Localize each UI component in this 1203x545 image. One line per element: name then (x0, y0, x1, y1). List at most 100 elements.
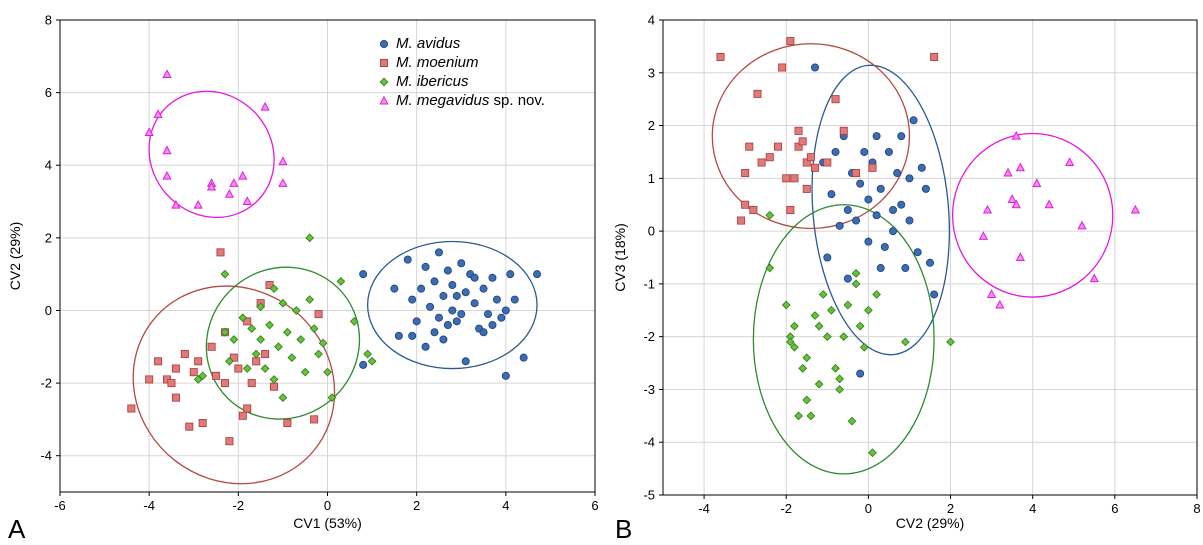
point-ibericus (269, 375, 279, 384)
point-avidus (872, 211, 881, 220)
point-ibericus (790, 342, 799, 352)
point-avidus (856, 369, 865, 378)
point-megavidus (986, 289, 997, 298)
point-avidus (412, 317, 421, 326)
panel-label: B (615, 514, 632, 544)
point-ibericus (835, 385, 844, 394)
panel-label: A (8, 514, 26, 544)
legend-name: M. megavidus (396, 92, 490, 109)
point-ibericus (327, 393, 337, 402)
point-moenium (794, 142, 803, 151)
point-megavidus (1065, 157, 1075, 166)
point-ibericus (802, 353, 812, 363)
y-tick-label: 2 (648, 118, 655, 133)
point-moenium (782, 174, 791, 183)
point-avidus (492, 295, 501, 304)
point-megavidus (1130, 204, 1141, 214)
point-ibericus (798, 363, 808, 373)
confidence-ellipse (711, 43, 911, 230)
x-tick-label: -2 (233, 498, 245, 513)
point-megavidus (379, 95, 389, 105)
point-ibericus (242, 364, 252, 373)
point-moenium (154, 357, 163, 366)
point-ibericus (785, 337, 795, 347)
y-tick-label: -4 (40, 448, 52, 463)
point-megavidus (162, 69, 172, 78)
point-moenium (379, 59, 388, 68)
point-avidus (905, 174, 914, 183)
point-avidus (901, 264, 910, 273)
legend-suffix: sp. nov. (489, 92, 545, 109)
point-moenium (314, 310, 323, 319)
point-megavidus (229, 178, 239, 187)
point-avidus (860, 147, 869, 156)
point-ibericus (868, 448, 877, 458)
point-avidus (479, 328, 488, 337)
point-moenium (798, 137, 807, 146)
point-avidus (823, 253, 832, 262)
point-ibericus (309, 324, 319, 333)
point-avidus (533, 270, 542, 279)
point-ibericus (229, 335, 239, 344)
point-avidus (872, 132, 881, 141)
point-avidus (359, 270, 368, 279)
point-avidus (810, 63, 819, 72)
point-ibericus (790, 321, 799, 331)
point-ibericus (225, 356, 234, 366)
point-moenium (831, 95, 840, 104)
series-group (978, 130, 1141, 309)
point-ibericus (363, 349, 372, 359)
series-group (765, 210, 955, 458)
point-ibericus (283, 327, 292, 337)
series-group (193, 233, 377, 402)
point-ibericus (305, 233, 315, 243)
point-moenium (806, 153, 815, 162)
y-tick-label: 3 (648, 65, 655, 80)
point-megavidus (206, 181, 217, 191)
confidence-ellipse (132, 285, 336, 485)
point-moenium (786, 37, 795, 46)
point-avidus (488, 320, 497, 329)
point-moenium (171, 364, 180, 373)
point-avidus (439, 291, 448, 300)
point-avidus (448, 306, 457, 315)
chart-panel-B: -4 -2 0 2 4 6 8 -5 -4 -3 -2 -1 0 1 2 3 4 CV2 (29%) CV3 (18… (612, 13, 1201, 545)
point-moenium (167, 379, 176, 388)
point-avidus (452, 317, 461, 326)
confidence-ellipse (752, 204, 935, 475)
series-group (144, 69, 288, 209)
y-tick-label: -3 (643, 382, 655, 397)
point-megavidus (278, 156, 288, 166)
point-moenium (220, 379, 229, 388)
y-tick-label: 0 (648, 224, 655, 239)
point-moenium (765, 153, 774, 162)
point-avidus (913, 248, 922, 257)
point-moenium (741, 169, 750, 178)
point-ibericus (765, 210, 775, 220)
point-moenium (216, 248, 225, 257)
point-ibericus (851, 279, 861, 289)
point-moenium (802, 158, 811, 167)
point-ibericus (810, 311, 820, 320)
point-moenium (839, 126, 848, 135)
point-megavidus (1015, 252, 1025, 261)
point-moenium (212, 371, 221, 380)
point-ibericus (349, 316, 359, 326)
point-ibericus (305, 295, 315, 304)
point-moenium (265, 281, 274, 290)
point-moenium (238, 411, 247, 420)
point-avidus (864, 195, 873, 204)
confidence-ellipse (951, 132, 1114, 298)
point-avidus (506, 270, 515, 279)
point-avidus (457, 310, 466, 319)
x-tick-label: -2 (780, 501, 792, 516)
point-moenium (243, 317, 252, 326)
point-avidus (497, 313, 506, 322)
x-tick-label: 2 (947, 501, 954, 516)
x-tick-label: 2 (413, 498, 420, 513)
point-ibericus (818, 290, 828, 299)
chart-panel-A: -6 -4 -2 0 2 4 6 -4 -2 0 2 4 6 8 CV1 (53%) CV2 (29%) A (7, 13, 599, 545)
point-megavidus (193, 199, 203, 209)
point-avidus (917, 163, 926, 172)
point-moenium (802, 184, 811, 193)
